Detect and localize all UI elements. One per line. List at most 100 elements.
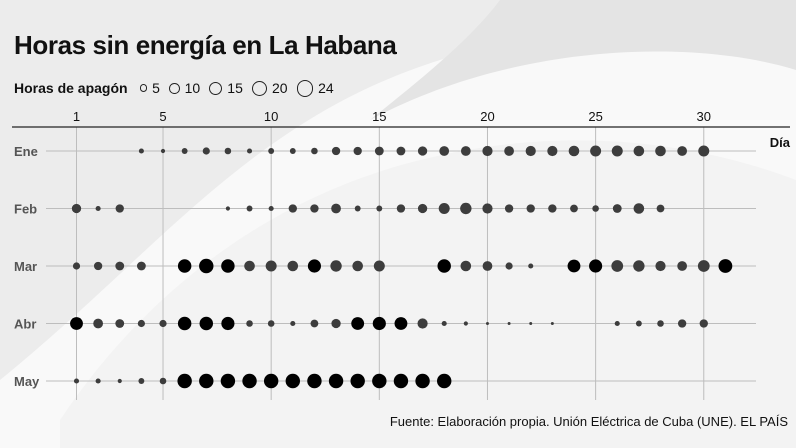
data-point [589, 259, 603, 273]
data-point [177, 259, 192, 273]
data-point [633, 203, 645, 214]
data-point [657, 320, 664, 327]
data-point [267, 320, 275, 327]
data-point [290, 320, 296, 327]
data-point [396, 204, 406, 213]
data-point [72, 262, 81, 270]
data-point [352, 260, 363, 272]
data-point [354, 205, 361, 212]
data-point [330, 260, 342, 272]
data-point [718, 259, 733, 273]
data-point [246, 148, 253, 154]
row-label: Ene [14, 144, 38, 159]
legend-circle-icon [296, 80, 314, 97]
data-point [159, 377, 167, 385]
row-label: May [14, 374, 40, 389]
legend-label: 10 [184, 80, 201, 97]
data-point [698, 145, 710, 157]
data-point [137, 319, 145, 328]
data-point [633, 145, 645, 157]
data-point [95, 378, 101, 384]
data-point [138, 378, 145, 384]
x-tick-label: 30 [697, 109, 711, 124]
legend-item: 20 [251, 80, 288, 96]
legend-circle-icon [251, 80, 267, 96]
data-point [307, 259, 321, 273]
data-point [394, 317, 408, 330]
legend-item: 15 [209, 80, 243, 96]
legend-item: 10 [168, 80, 201, 97]
data-point [310, 204, 319, 213]
legend-items: 5 10 15 20 24 [139, 80, 343, 97]
data-point [307, 373, 322, 389]
data-point [482, 145, 493, 157]
data-point [95, 205, 101, 212]
row-label: Abr [14, 317, 36, 332]
data-point [115, 261, 125, 271]
data-point [285, 373, 300, 389]
data-point [73, 378, 80, 384]
x-tick-label: 1 [73, 109, 80, 124]
row-label: Feb [14, 202, 37, 217]
data-point [677, 319, 687, 328]
data-point [117, 378, 122, 384]
data-point [525, 145, 536, 157]
data-point [699, 319, 708, 328]
data-point [460, 202, 472, 215]
data-point [550, 322, 554, 325]
data-point [70, 317, 83, 330]
data-point [199, 258, 214, 274]
data-point [199, 316, 214, 331]
source-note: Fuente: Elaboración propia. Unión Eléctr… [389, 414, 788, 429]
data-point [611, 260, 624, 272]
data-point [396, 146, 406, 156]
data-point [417, 146, 428, 156]
data-point [529, 322, 533, 325]
data-point [246, 205, 253, 212]
data-point [677, 261, 688, 271]
data-point [177, 316, 192, 331]
data-point [655, 145, 666, 157]
legend-label: 15 [227, 80, 243, 97]
data-point [159, 319, 167, 328]
data-point [437, 259, 451, 273]
data-point [310, 319, 319, 328]
legend-circle-icon [168, 82, 180, 94]
x-tick-label: 5 [159, 109, 166, 124]
data-point [221, 259, 235, 273]
data-point [199, 373, 214, 389]
data-point [415, 373, 430, 389]
data-point [115, 319, 125, 328]
x-tick-label: 20 [480, 109, 494, 124]
data-point [528, 263, 534, 269]
legend-circle-icon [209, 81, 223, 95]
data-point [244, 260, 255, 272]
data-point [71, 203, 82, 214]
data-point [417, 203, 428, 214]
data-point [246, 320, 253, 327]
data-point [288, 204, 297, 213]
data-point [697, 260, 710, 272]
data-point [548, 204, 557, 213]
data-point [177, 373, 192, 389]
data-point [374, 146, 384, 156]
data-point [331, 318, 341, 329]
data-point [115, 204, 124, 213]
data-point [220, 373, 236, 389]
chart-title: Horas sin energía en La Habana [14, 30, 397, 60]
x-tick-label: 15 [372, 109, 386, 124]
data-point [611, 145, 623, 157]
data-point [570, 204, 578, 213]
data-point [504, 204, 514, 213]
data-point [568, 145, 580, 157]
data-point [393, 373, 409, 389]
legend-label: 24 [318, 80, 334, 97]
x-tick-label: 10 [264, 109, 278, 124]
data-point [138, 148, 144, 154]
data-point [331, 203, 341, 214]
data-point [439, 146, 450, 156]
data-point [441, 320, 447, 327]
data-point [202, 147, 210, 155]
